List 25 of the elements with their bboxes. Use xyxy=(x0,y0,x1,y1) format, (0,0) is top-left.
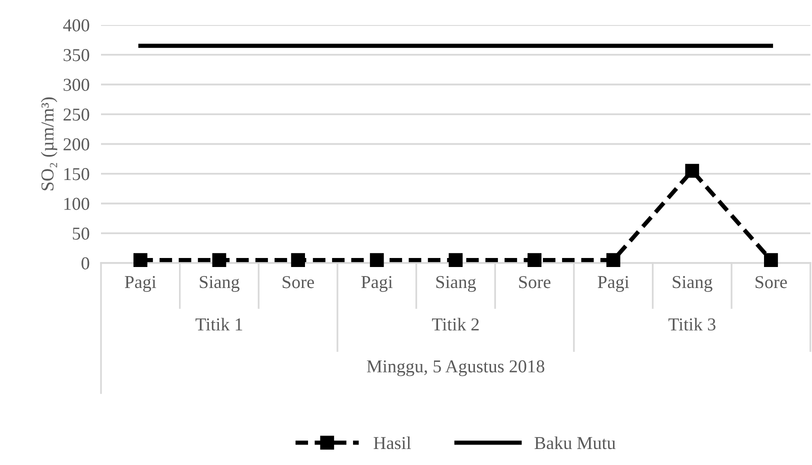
y-tick-label: 350 xyxy=(64,49,90,62)
y-tick-label: 200 xyxy=(64,138,90,150)
text: Titik 2 xyxy=(432,318,479,331)
x-tick-label: Pagi xyxy=(361,276,393,292)
x-tick-label: Siang xyxy=(200,276,240,292)
x-tick-label: Sore xyxy=(519,276,550,288)
x-tick-label: Pagi xyxy=(598,276,630,292)
y-tick-label: 150 xyxy=(64,168,90,180)
legend-label: Baku Mutu xyxy=(534,436,616,450)
text: Titik 3 xyxy=(668,318,716,331)
text: Titik 1 xyxy=(196,318,242,331)
x-tick-label: Siang xyxy=(436,276,476,292)
y-tick-label: 400 xyxy=(63,19,90,32)
y-tick-label: 0 xyxy=(82,257,90,270)
legend-label: Hasil xyxy=(374,436,411,450)
x-tick-label: Sore xyxy=(282,276,314,288)
y-tick-label: 300 xyxy=(64,78,90,91)
y-tick-label: 50 xyxy=(72,228,90,240)
y-tick-label: 100 xyxy=(64,198,90,210)
y-axis-title: SO₂ (µm/m³) xyxy=(40,97,58,190)
x-tick-label: Sore xyxy=(756,276,787,288)
x-tick-label: Pagi xyxy=(124,276,156,292)
x-tick-label: Siang xyxy=(672,276,712,292)
y-tick-label: 250 xyxy=(64,108,90,121)
x-axis-title: Minggu, 5 Agustus 2018 xyxy=(366,360,544,376)
